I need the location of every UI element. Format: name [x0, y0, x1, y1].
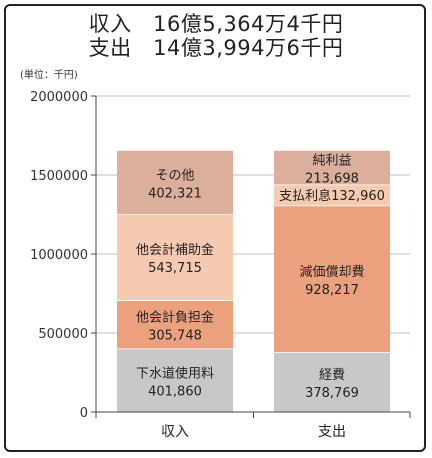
bar-segment [274, 150, 390, 185]
segment-value: 305,748 [148, 328, 202, 343]
expense-total-label: 支出 [88, 36, 132, 60]
segment-name: 支払利息 [279, 188, 331, 204]
bar-segment [274, 205, 390, 353]
income-total-line: 収入 16億5,364万4千円 [0, 12, 432, 36]
segment-name: 他会計負担金 [136, 309, 214, 325]
expense-total-line: 支出 14億3,994万6千円 [0, 36, 432, 60]
chart-header: 収入 16億5,364万4千円 支出 14億3,994万6千円 [0, 12, 432, 60]
segment-value: 213,698 [305, 172, 359, 187]
segment-name: 純利益 [312, 154, 351, 169]
segment-label: 支払利息132,960 [279, 188, 385, 204]
segment-value: 928,217 [305, 283, 359, 298]
x-category-label: 支出 [318, 424, 346, 440]
bar-segment [274, 184, 390, 206]
segment-value: 402,321 [148, 187, 202, 202]
bar-segment [274, 352, 390, 412]
y-tick-label: 2000000 [30, 90, 88, 105]
segment-name: 他会計補助金 [136, 242, 214, 258]
segment-name: 経費 [319, 368, 345, 383]
y-tick-label: 1500000 [30, 169, 88, 184]
income-total-label: 収入 [88, 12, 132, 36]
segment-value: 132,960 [331, 189, 385, 204]
y-tick-label: 0 [80, 406, 88, 421]
bar-segment [117, 214, 233, 301]
segment-name: その他 [155, 169, 194, 184]
segment-value: 401,860 [148, 384, 202, 399]
segment-name: 減価償却費 [299, 264, 364, 280]
income-total-value: 16億5,364万4千円 [153, 12, 344, 36]
segment-value: 378,769 [305, 386, 359, 401]
expense-total-value: 14億3,994万6千円 [153, 36, 344, 60]
x-category-label: 収入 [161, 424, 189, 440]
unit-label: (単位：千円) [20, 68, 78, 81]
axes [95, 96, 411, 418]
bars: 下水道使用料 401,860 他会計負担金 305,748 他会計補助金 543,715 そ… [117, 150, 390, 412]
bar-segment [117, 150, 233, 215]
y-axis-ticks: 0 500000 1000000 1500000 2000000 [30, 90, 96, 421]
y-tick-label: 1000000 [30, 248, 88, 263]
segment-name: 下水道使用料 [136, 365, 214, 381]
segment-value: 543,715 [148, 261, 202, 276]
y-tick-label: 500000 [38, 327, 88, 342]
x-axis-categories: 収入 支出 [161, 424, 346, 440]
bar-segment [117, 300, 233, 349]
bar-segment [117, 348, 233, 412]
